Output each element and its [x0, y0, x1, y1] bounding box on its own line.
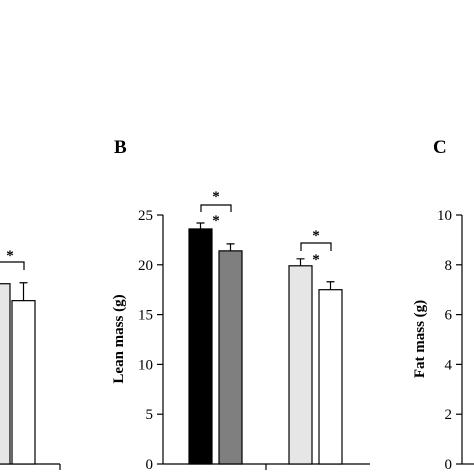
panel-b-errorbar-3: [296, 258, 305, 266]
panel-c: C Fat mass (g) 0 2 4 6 8 10: [412, 137, 474, 473]
panel-a-bars: [0, 282, 36, 465]
panel-a-bar-2: [11, 300, 36, 465]
panel-b-errorbar-2: [226, 243, 235, 251]
panel-b-y-ticks: 0 5 10 15 20 25: [138, 208, 163, 473]
panel-a-bar-1: [0, 283, 11, 465]
panel-b-bracket-2-star: *: [312, 228, 320, 244]
panel-c-y-tick-label-3: 6: [445, 308, 453, 324]
panel-c-y-tick-label-1: 2: [445, 407, 453, 423]
panel-b-bar-2-star: *: [212, 213, 220, 229]
panel-a-errorbar-2: [19, 282, 28, 301]
panel-a-bracket: [0, 261, 25, 270]
panel-b-bracket-2: [300, 242, 332, 251]
panel-c-y-tick-label-0: 0: [445, 457, 453, 473]
panel-c-letter: C: [433, 137, 447, 158]
panel-b-bracket-1-star: *: [212, 189, 220, 205]
panel-b-bar-4: [318, 289, 343, 465]
panel-a-significance: *: [0, 248, 25, 270]
panel-b-bar-3: [288, 265, 313, 465]
panel-b-errorbar-1: [196, 222, 205, 229]
panel-c-y-tick-label-4: 8: [445, 258, 453, 274]
panel-c-y-axis-title: Fat mass (g): [412, 300, 428, 378]
panel-b-errorbar-4: [326, 281, 335, 290]
panel-b-y-tick-label-2: 10: [138, 357, 153, 373]
panel-a-star: *: [6, 248, 14, 264]
panel-b-y-tick-label-4: 20: [138, 258, 153, 274]
panel-b-y-tick-label-0: 0: [146, 457, 154, 473]
panel-b-bar-4-star: *: [312, 252, 320, 268]
panel-b-bar-2: [218, 250, 243, 465]
panel-b-y-tick-label-3: 15: [138, 308, 153, 324]
panel-b-y-tick-label-1: 5: [146, 407, 154, 423]
panel-a: *: [0, 248, 61, 470]
panel-b-letter: B: [114, 137, 127, 158]
panel-c-y-ticks: 0 2 4 6 8 10: [437, 208, 462, 473]
panel-c-y-tick-label-5: 10: [437, 208, 452, 224]
panel-b-bars: [188, 222, 343, 465]
panel-b-y-tick-label-5: 25: [138, 208, 153, 224]
panel-b-significance: * * * *: [200, 189, 332, 268]
panel-b-bar-1: [188, 228, 213, 465]
panel-b: B Lean mass (g) 0 5 10 15 20 25 * * * *: [111, 137, 370, 473]
panel-b-bracket-1: [200, 204, 232, 212]
panel-c-y-tick-label-2: 4: [445, 357, 453, 373]
panel-b-y-axis-title: Lean mass (g): [111, 294, 127, 383]
